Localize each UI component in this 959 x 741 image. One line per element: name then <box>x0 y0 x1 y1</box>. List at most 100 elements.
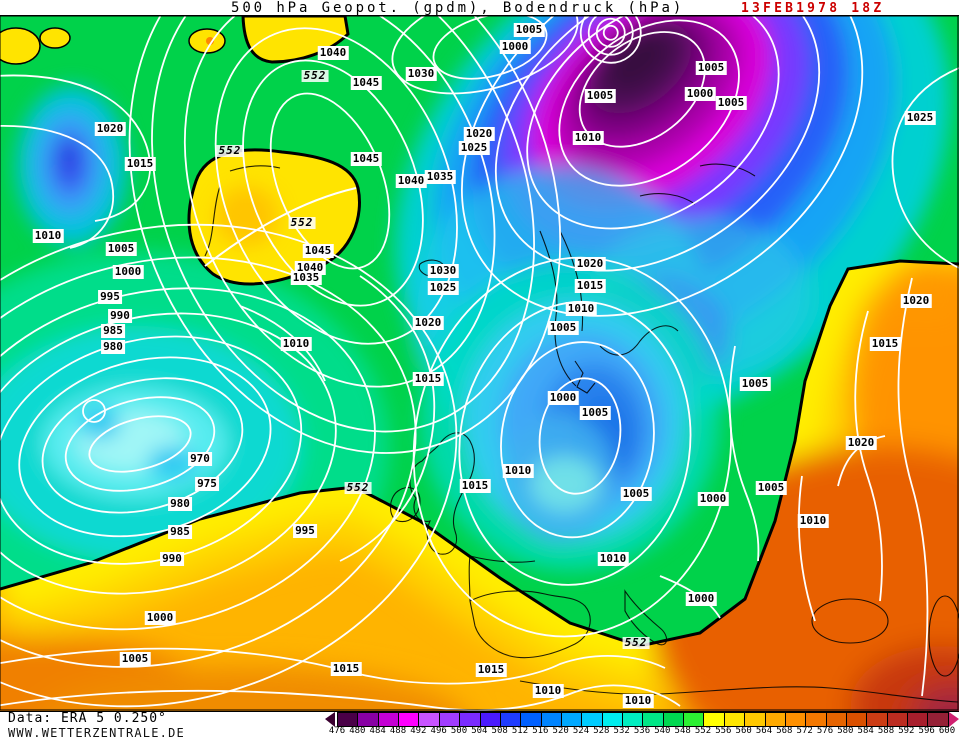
colorbar-tick: 500 <box>450 726 468 736</box>
isobar-label: 1005 <box>755 481 787 495</box>
isobar-label: 1015 <box>475 663 507 677</box>
isobar-label: 1000 <box>547 391 579 405</box>
isobar-label: 1030 <box>405 67 437 81</box>
colorbar-tick: 580 <box>837 726 854 736</box>
isobar-label: 1040 <box>317 46 349 60</box>
isobar-label: 995 <box>293 524 317 538</box>
isobar-label: 1045 <box>302 244 334 258</box>
colorbar-cell <box>684 713 705 726</box>
isobar-label: 1020 <box>900 294 932 308</box>
isobar-label: 1020 <box>845 436 877 450</box>
isobar-label: 1035 <box>290 271 322 285</box>
isobar-label: 985 <box>168 525 192 539</box>
isobar-label: 1000 <box>112 265 144 279</box>
isobar-label: 1010 <box>572 131 604 145</box>
colorbar-tick: 532 <box>613 726 630 736</box>
isobar-label: 1040 <box>395 174 427 188</box>
isobar-label: 1045 <box>350 76 382 90</box>
warm-ridge-region <box>0 261 959 711</box>
colorbar-cell <box>806 713 827 726</box>
isobar-label: 1025 <box>458 141 490 155</box>
isobar-label: 1015 <box>412 372 444 386</box>
colorbar-tick: 512 <box>511 726 529 736</box>
geopotential-label: 552 <box>622 636 650 649</box>
map-frame <box>0 16 959 711</box>
colorbar-tick: 572 <box>796 726 813 736</box>
isobar-label: 1005 <box>584 89 616 103</box>
colorbar-cell <box>765 713 786 726</box>
colorbar-cell <box>724 713 746 726</box>
isobar-label: 1035 <box>424 170 456 184</box>
colorbar-left-arrow-icon <box>325 712 335 727</box>
colorbar-cell <box>602 713 624 726</box>
colorbar-tick: 596 <box>918 726 935 736</box>
colorbar-right-arrow-icon <box>949 712 959 727</box>
colorbar-tick: 592 <box>898 726 915 736</box>
colorbar-tick: 560 <box>735 726 752 736</box>
colorbar-tick: 584 <box>857 726 874 736</box>
colorbar-cell <box>623 713 644 726</box>
isobar-label: 1005 <box>119 652 151 666</box>
colorbar-tick: 600 <box>938 726 956 736</box>
isobar-label: 1005 <box>513 23 545 37</box>
colorbar-cell <box>643 713 664 726</box>
isobar-label: 1000 <box>685 592 717 606</box>
isobar-label: 1005 <box>547 321 579 335</box>
colorbar-cell <box>785 713 807 726</box>
isobar-label: 970 <box>188 452 212 466</box>
run-datetime: 13FEB1978 18Z <box>741 1 885 16</box>
map-labels-layer: 1005 1000 1005 1005 1000 1005 1025 1040 1045 1030… <box>0 16 959 711</box>
colorbar-cell <box>663 713 685 726</box>
colorbar-cell <box>867 713 888 726</box>
colorbar-cell <box>439 713 461 726</box>
isobar-label: 1005 <box>620 487 652 501</box>
colorbar-cell <box>928 713 948 726</box>
isobar-label: 1005 <box>695 61 727 75</box>
isobar-label: 1010 <box>280 337 312 351</box>
colorbar-tick: 540 <box>654 726 671 736</box>
isobar-label: 1010 <box>797 514 829 528</box>
isobar-label: 1010 <box>597 552 629 566</box>
geopotential-shading <box>0 16 950 641</box>
isobar-label: 1020 <box>412 316 444 330</box>
isobar-label: 1000 <box>684 87 716 101</box>
colorbar-cell <box>460 713 481 726</box>
coastlines <box>204 163 959 703</box>
colorbar-tick: 520 <box>552 726 569 736</box>
colorbar-tick: 564 <box>755 726 773 736</box>
colorbar-cell <box>378 713 400 726</box>
colorbar-cell <box>887 713 909 726</box>
isobar-label: 1010 <box>532 684 564 698</box>
isobar-label: 1015 <box>124 157 156 171</box>
colorbar-tick: 484 <box>369 726 386 736</box>
colorbar-tick: 536 <box>633 726 651 736</box>
isobar-label: 1010 <box>565 302 597 316</box>
geopotential-colorbar: 476 480 484 488 492 496 500 504 508 512 516 520 524 5… <box>325 712 959 740</box>
colorbar-cell <box>846 713 868 726</box>
colorbar-tick-labels: 476 480 484 488 492 496 500 504 508 512 516 520 524 5… <box>329 726 955 738</box>
geopotential-552-contour <box>0 259 959 648</box>
isobar-label: 995 <box>98 290 122 304</box>
isobar-label: 1015 <box>459 479 491 493</box>
colorbar-tick: 476 <box>328 726 346 736</box>
isobar-label: 1000 <box>499 40 531 54</box>
isobar-label: 980 <box>168 497 192 511</box>
isobar-label: 1010 <box>622 694 654 708</box>
colorbar-cell <box>358 713 379 726</box>
isobar-label: 1020 <box>94 122 126 136</box>
isobar-label: 1000 <box>697 492 729 506</box>
weather-map-field <box>0 16 959 711</box>
colorbar-cell <box>541 713 562 726</box>
colorbar-cell <box>480 713 501 726</box>
colorbar-cell <box>521 713 542 726</box>
colorbar-tick: 524 <box>572 726 590 736</box>
colorbar-tick: 488 <box>389 726 407 736</box>
isobar-label: 980 <box>101 340 125 354</box>
colorbar-tick: 508 <box>491 726 508 736</box>
isobar-label: 1015 <box>869 337 901 351</box>
colorbar-tick: 504 <box>471 726 488 736</box>
colorbar-tick: 548 <box>674 726 691 736</box>
isobar-label: 1005 <box>579 406 611 420</box>
colorbar-tick: 568 <box>776 726 793 736</box>
